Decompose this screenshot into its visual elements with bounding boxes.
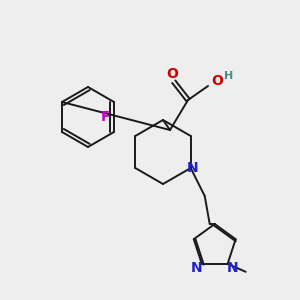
Text: F: F	[101, 110, 111, 124]
Text: N: N	[191, 261, 202, 275]
Text: O: O	[166, 67, 178, 81]
Text: N: N	[227, 261, 239, 275]
Text: H: H	[224, 71, 234, 81]
Text: N: N	[187, 161, 199, 175]
Text: O: O	[211, 74, 223, 88]
